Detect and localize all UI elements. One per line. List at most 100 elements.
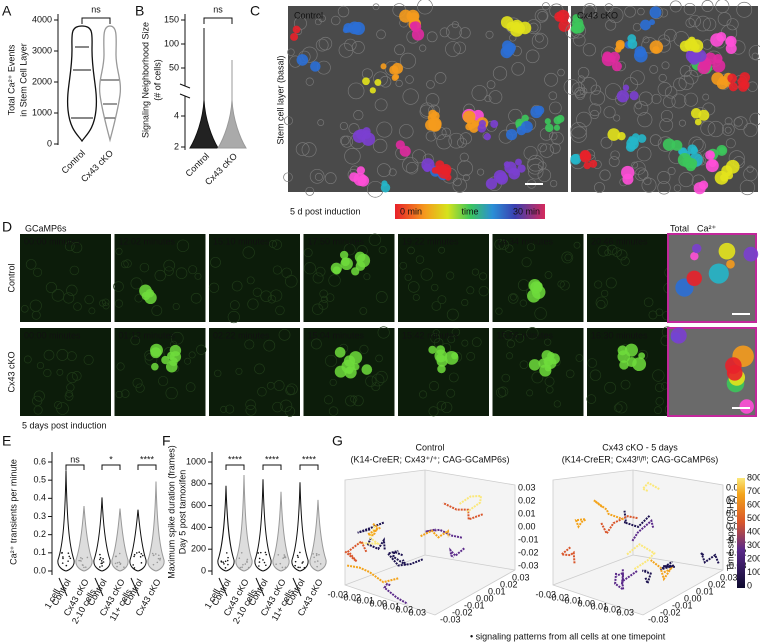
calcium-event [445,174,452,181]
cell-texture [559,280,570,291]
calcium-event [369,87,376,94]
panel-label: B [135,3,144,19]
cell-texture [272,265,282,275]
cell-texture [655,382,665,393]
calcium-event [579,150,592,163]
cell-texture [305,77,314,86]
y-tick-label: 0 [201,565,206,575]
cell-texture [616,249,628,261]
cell-texture [526,389,534,397]
cell-texture [318,14,326,23]
cell-texture [404,273,412,281]
data-point-cloud [299,566,301,569]
cell-texture [620,379,631,390]
calcium-event [739,399,754,414]
cell-texture [188,351,196,359]
panel-label: E [2,433,11,449]
cell-texture [451,327,461,337]
data-point-cloud [86,556,89,559]
cell-texture [56,402,69,415]
timestamp: 17:50 minutes [308,236,365,246]
trajectory [364,523,382,537]
timestamp: 15:04 minutes [308,330,365,340]
calcium-event [637,134,647,143]
y-axis-label: in Stem Cell Layer [18,43,28,117]
colorbar [737,478,745,588]
cell-texture [208,282,220,293]
y-tick-label: 3000 [32,45,52,55]
cell-texture [328,406,339,416]
data-point-cloud [259,551,262,554]
cell-texture [498,386,509,397]
side-label: Stem cell layer (basal) [275,55,285,144]
data-point-cloud [152,563,155,566]
cell-texture [375,291,388,303]
cell-texture [673,77,687,92]
cell-texture [83,354,94,365]
calcium-signal [151,362,159,371]
cell-texture [743,122,758,137]
data-point-cloud [157,557,160,560]
y-tick-label: -0.02 [452,607,473,617]
cell-texture [359,344,369,354]
group-separator [58,577,68,597]
cell-texture [328,274,341,287]
cell-texture [531,32,549,50]
cell-texture [661,61,670,70]
calcium-event [739,72,751,83]
data-point-cloud [222,561,225,564]
cell-texture [115,390,123,399]
cell-texture [245,404,257,416]
y-axis-label: Maximum spike duration (frames) [166,445,176,579]
data-point-cloud [140,562,143,564]
y-axis-label: (# of cells) [152,59,162,101]
calcium-signal [165,360,178,373]
data-point-cloud [247,566,250,569]
violin [272,491,290,572]
x-tick-label: -0.03 [327,589,348,599]
microscopy-tile [209,234,300,322]
data-point-cloud [244,563,247,565]
cell-texture [425,93,440,107]
bracket [299,464,319,470]
data-point-cloud [265,564,267,567]
timestamp: 15:42 minutes [402,330,459,340]
cell-texture [654,406,662,414]
cell-texture [405,162,419,175]
data-point-cloud [101,565,103,567]
z-tick-label: 0.02 [518,495,536,505]
data-point-cloud [154,553,157,555]
x-tick-label: 0.01 [590,601,608,611]
data-point-cloud [318,553,320,556]
calcium-event [718,242,736,260]
cell-texture [471,268,480,276]
cell-texture [287,48,295,56]
cell-texture [736,1,753,18]
calcium-signal [528,359,541,371]
data-point-cloud [68,555,71,558]
data-point-cloud [315,554,318,557]
cell-texture [541,2,550,11]
cell-texture [544,72,558,87]
trajectory [425,528,463,539]
cell-texture [176,239,190,252]
cell-texture [412,293,420,301]
violin [217,60,247,149]
calcium-event [740,80,750,90]
cell-texture [102,298,110,306]
data-point-cloud [100,560,103,562]
data-point-cloud [223,563,225,565]
data-point-cloud [118,552,121,555]
cell-texture [339,121,348,131]
cell-texture [571,82,586,96]
calcium-signal [355,261,366,271]
significance: ns [70,454,80,464]
data-point-cloud [99,566,101,568]
trajectory [357,525,381,545]
cell-texture [608,156,620,167]
cell-texture [257,387,267,397]
calcium-event [698,109,710,121]
cell-texture [371,382,381,392]
cell-texture [266,381,275,390]
cell-texture [345,395,357,407]
